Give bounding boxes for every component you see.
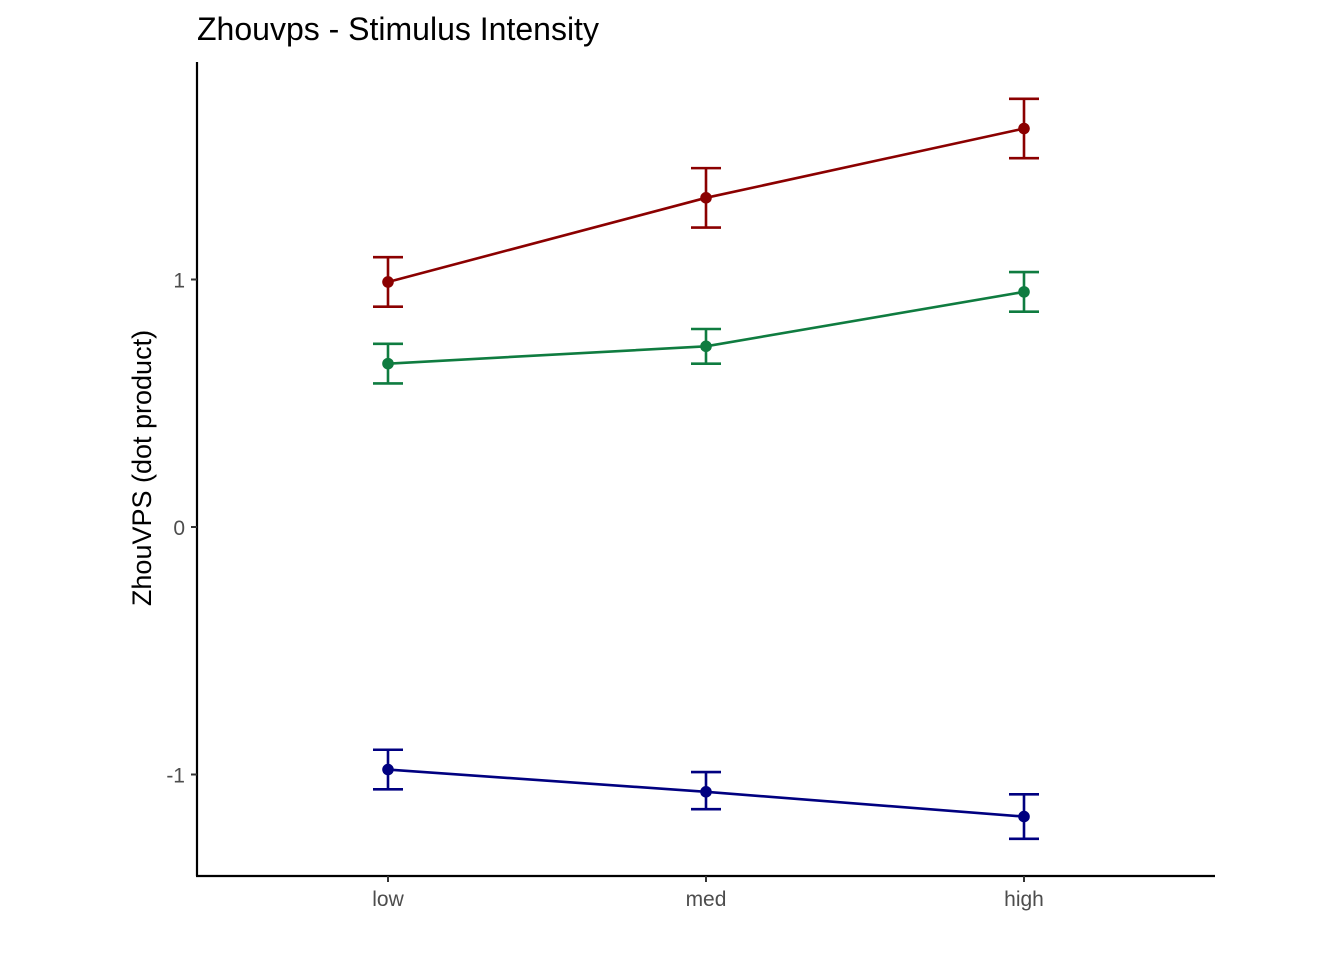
y-axis-label: ZhouVPS (dot product): [127, 330, 157, 606]
data-point: [382, 276, 394, 288]
y-tick-label: -1: [166, 765, 185, 788]
y-tick-label: 1: [173, 270, 185, 293]
series-layer: [373, 97, 1039, 841]
y-axis-ticks: -1 0 1: [166, 270, 197, 788]
data-point: [700, 340, 712, 353]
data-point: [1018, 286, 1030, 298]
data-point: [700, 786, 712, 798]
x-tick-label: low: [372, 888, 404, 911]
data-point: [1018, 122, 1030, 135]
chart-title: Zhouvps - Stimulus Intensity: [197, 11, 599, 47]
data-point: [1018, 810, 1030, 823]
data-point: [382, 357, 394, 370]
x-axis-ticks: low med high: [372, 876, 1044, 911]
x-tick-label: med: [686, 888, 727, 911]
series-2: [373, 270, 1039, 385]
data-point: [382, 763, 394, 776]
x-tick-label: high: [1004, 888, 1044, 911]
data-point: [700, 192, 712, 204]
series-1: [373, 97, 1039, 309]
y-tick-label: 0: [173, 517, 185, 540]
series-3: [373, 748, 1039, 841]
